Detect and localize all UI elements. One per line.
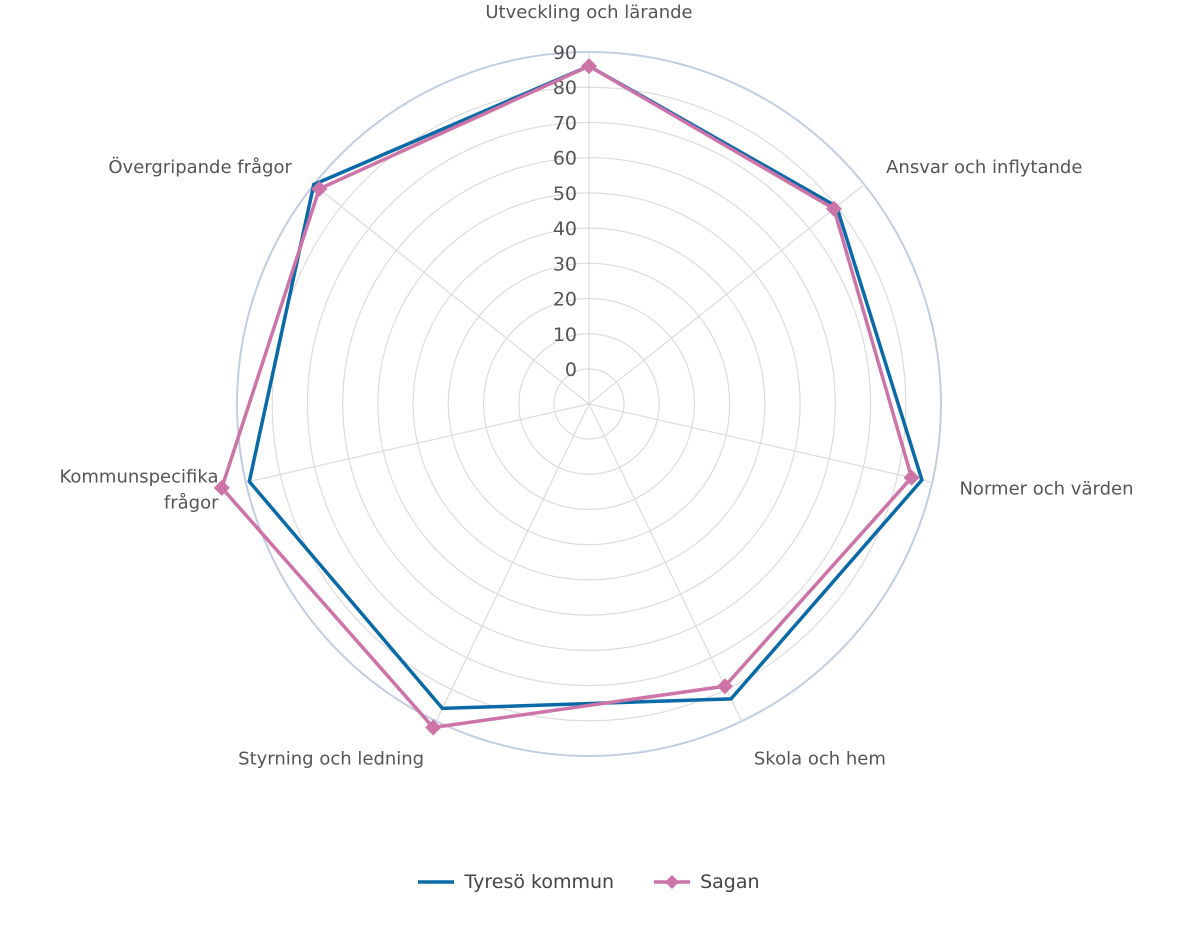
data-point-sagan: [311, 180, 328, 197]
spoke: [435, 403, 590, 722]
tick-label: 50: [553, 183, 577, 205]
category-label: Styrning och ledning: [238, 748, 424, 769]
spoke: [588, 184, 865, 405]
category-label: Utveckling och lärande: [485, 2, 692, 23]
spoke: [245, 403, 590, 483]
category-label: Övergripande frågor: [108, 156, 292, 178]
legend: Tyresö kommun Sagan: [0, 862, 1178, 902]
tick-label: 20: [553, 289, 577, 311]
spoke: [313, 184, 590, 405]
legend-swatch-tyreso: [418, 872, 455, 892]
legend-label-tyreso: Tyresö kommun: [464, 871, 615, 893]
legend-item-sagan[interactable]: Sagan: [654, 871, 760, 893]
tick-label: 70: [553, 112, 577, 134]
category-label: Normer och värden: [959, 479, 1133, 500]
radar-spokes: [245, 52, 933, 722]
tick-label: 0: [565, 359, 577, 381]
category-label: Skola och hem: [754, 748, 886, 769]
data-point-sagan: [213, 479, 230, 496]
data-point-sagan: [716, 678, 733, 695]
legend-swatch-sagan: [654, 872, 691, 892]
data-point-sagan: [581, 58, 597, 75]
spoke: [588, 403, 743, 722]
radial-tick-labels: 0 10 20 30 40 50 60 70 80 90: [553, 42, 577, 381]
tick-label: 80: [553, 77, 577, 99]
legend-item-tyreso[interactable]: Tyresö kommun: [418, 871, 614, 893]
legend-label-sagan: Sagan: [700, 871, 760, 893]
tick-label: 90: [553, 42, 577, 64]
tick-label: 30: [553, 253, 577, 275]
data-point-sagan: [903, 469, 920, 486]
category-label: Ansvar och inflytande: [886, 157, 1082, 178]
data-point-sagan: [425, 719, 442, 736]
data-point-sagan: [825, 200, 842, 217]
tick-label: 40: [553, 218, 577, 240]
tick-label: 60: [553, 148, 577, 170]
category-labels: Utveckling och lärande Ansvar och inflyta…: [59, 2, 1133, 769]
spoke: [588, 403, 933, 483]
series-layer: [213, 58, 924, 736]
tick-label: 10: [553, 324, 577, 346]
category-label: Kommunspecifika frågor: [59, 467, 219, 514]
series-line-sagan: [219, 64, 914, 730]
